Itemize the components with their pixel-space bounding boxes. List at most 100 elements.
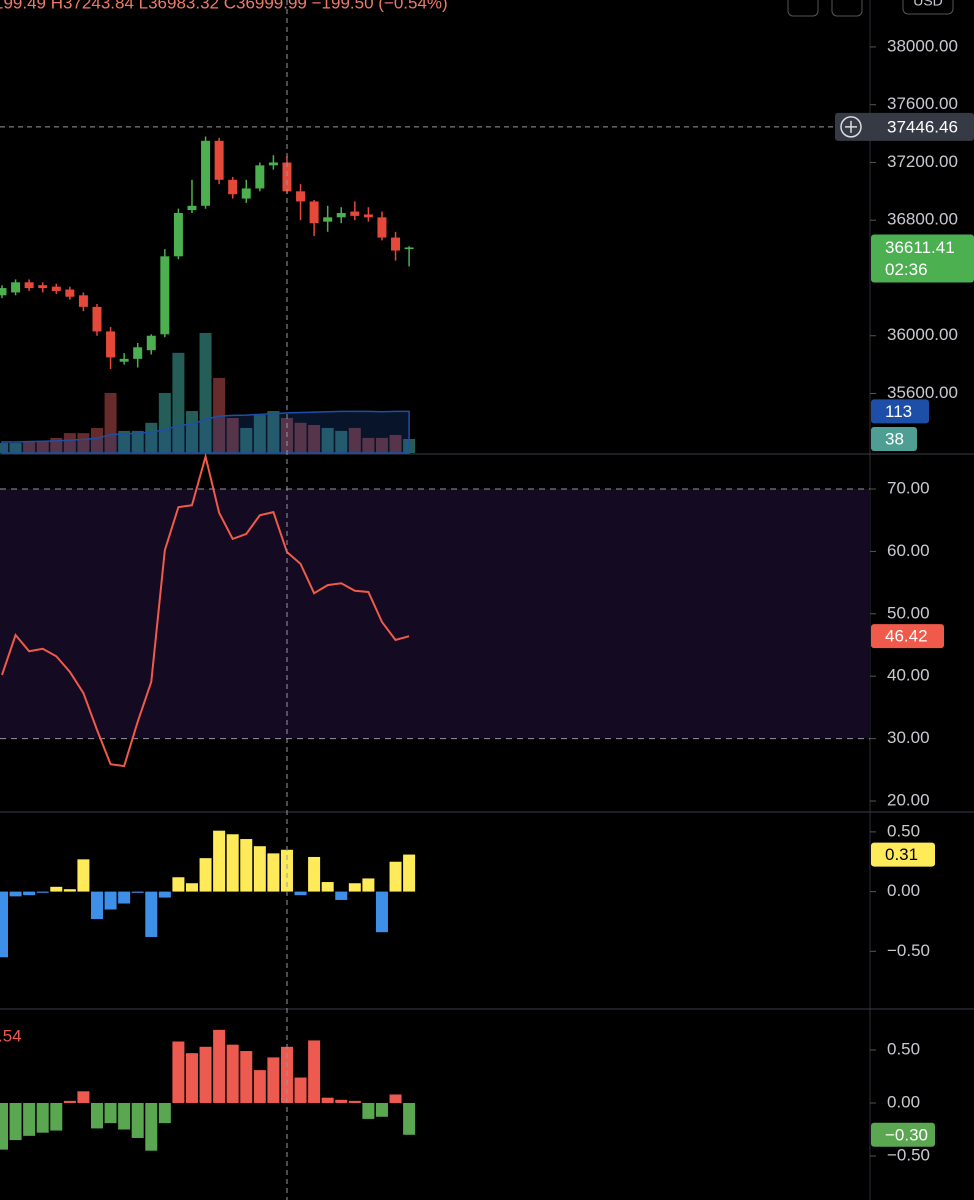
volume-bar <box>63 433 76 453</box>
histogram-bar <box>23 891 36 896</box>
histogram-bar <box>240 1051 253 1103</box>
histogram-bar <box>403 854 416 892</box>
candle-body <box>51 286 61 291</box>
candle-body <box>119 358 129 362</box>
histogram-bar <box>213 830 226 892</box>
candle-body <box>173 212 183 257</box>
histogram-bar <box>213 1029 226 1103</box>
histogram-bar <box>118 891 131 904</box>
candle-body <box>65 289 75 297</box>
value-tag <box>871 399 929 424</box>
histogram-bar <box>118 1102 131 1130</box>
y-tick-label: 60.00 <box>887 541 930 560</box>
volume-bar <box>90 427 103 453</box>
histogram-bar <box>145 891 158 937</box>
histogram-bar <box>362 878 375 892</box>
histogram-bar <box>267 853 280 892</box>
y-tick-label: 38000.00 <box>887 36 958 55</box>
histogram-bar <box>199 858 212 892</box>
histogram-bar <box>321 882 334 892</box>
histogram-bar <box>104 891 117 910</box>
y-tick-label: 70.00 <box>887 478 930 497</box>
histogram-bar <box>50 886 63 892</box>
candle-body <box>241 188 251 199</box>
volume-bar <box>77 433 90 453</box>
y-tick-label: 35600.00 <box>887 383 958 402</box>
histogram-bar <box>240 839 253 892</box>
countdown: 02:36 <box>885 260 928 279</box>
rsi-line <box>1 452 410 768</box>
y-tick-label: 30.00 <box>887 728 930 747</box>
rsi-band <box>0 489 870 739</box>
histogram-bar <box>9 891 22 897</box>
histogram-bar <box>36 891 49 893</box>
histogram-bar <box>226 834 239 892</box>
histogram-bar <box>90 891 103 920</box>
histogram-bar <box>226 1044 239 1103</box>
last-price: 36611.41 <box>885 238 955 257</box>
histogram-bar <box>253 1070 266 1103</box>
histogram-bar <box>90 1102 103 1129</box>
volume-bar <box>172 352 185 453</box>
volume-ma <box>1 410 410 454</box>
volume-bar <box>158 392 171 453</box>
volume-bar <box>321 427 334 453</box>
histogram-bar <box>145 1102 158 1151</box>
candle-body <box>38 285 48 289</box>
candle-body <box>201 140 211 206</box>
chart-layer: 35600.00 36000.00 36800.00 37200.00 37600.00… <box>0 36 974 1164</box>
histogram-bar <box>0 1102 8 1150</box>
histogram-bar <box>294 891 307 896</box>
volume-bar <box>118 430 131 453</box>
candle-body <box>11 282 21 293</box>
volume-bar <box>375 437 388 453</box>
y-tick-label: 0.00 <box>887 881 920 900</box>
candle-body <box>323 217 333 222</box>
toolbar-button[interactable] <box>787 0 819 17</box>
histogram-bar <box>375 1102 388 1117</box>
y-tick-label: 0.00 <box>887 1092 920 1111</box>
histogram-bar <box>199 1046 212 1103</box>
histogram-bar <box>0 891 8 958</box>
volume-bar <box>308 425 321 453</box>
toolbar-button[interactable] <box>831 0 863 17</box>
volume-bar <box>389 434 402 453</box>
histogram-bar <box>294 1077 307 1103</box>
add-alert-icon <box>840 116 862 138</box>
volume-bar <box>9 443 22 453</box>
histogram-bar <box>308 1040 321 1103</box>
candle-body <box>377 217 387 238</box>
volume-bar <box>267 411 280 453</box>
volume-bar <box>253 415 266 453</box>
volume-bar <box>145 422 158 453</box>
volume-bar <box>0 443 8 453</box>
currency-button[interactable] <box>902 0 954 15</box>
volume-bar <box>226 418 239 453</box>
value-tag-label: 46.42 <box>885 627 928 646</box>
histogram-bar <box>131 1102 144 1138</box>
candle-body <box>146 335 156 351</box>
volume-bar <box>362 437 375 453</box>
y-tick-label: 37200.00 <box>887 152 958 171</box>
histogram-bar <box>158 1102 171 1124</box>
candle-body <box>363 214 373 218</box>
candle-body <box>282 162 292 192</box>
value-tag <box>871 624 944 649</box>
value-tag-label: 38 <box>885 429 904 448</box>
candle-body <box>160 256 170 335</box>
histogram-bar <box>389 1094 402 1103</box>
y-tick-label: −0.50 <box>887 1145 930 1164</box>
histogram-bar <box>348 1100 361 1103</box>
volume-bar <box>335 430 348 453</box>
y-tick-label: 40.00 <box>887 666 930 685</box>
currency: USD <box>913 0 943 9</box>
candle-body <box>309 201 319 224</box>
histogram-bar <box>253 846 266 892</box>
histogram-bar <box>63 889 76 892</box>
value-tag <box>871 1122 935 1147</box>
candle-body <box>350 211 360 216</box>
candle-body <box>106 331 116 358</box>
histogram-bar <box>389 861 402 892</box>
histogram-bar <box>362 1102 375 1119</box>
candle-body <box>336 212 346 218</box>
